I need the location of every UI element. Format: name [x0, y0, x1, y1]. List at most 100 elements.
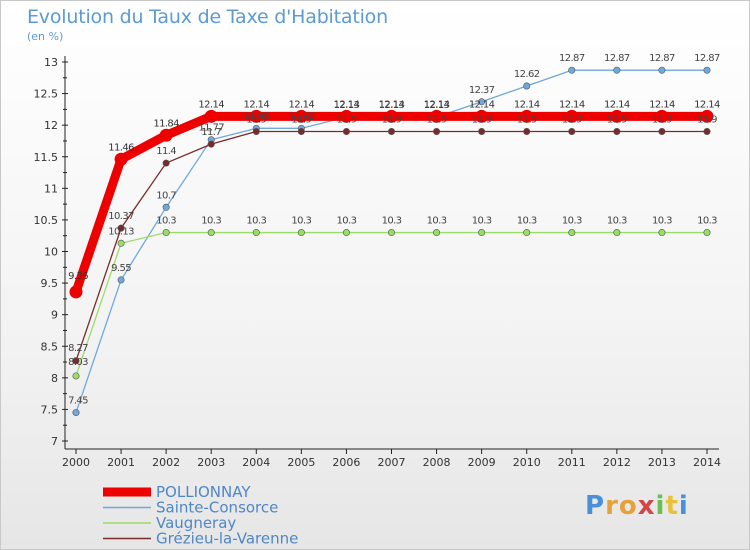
data-label: 10.37 [108, 211, 134, 222]
y-tick-label: 10 [44, 246, 58, 259]
data-label: 12.14 [469, 99, 495, 110]
data-label: 10.7 [156, 190, 176, 201]
legend-label: Grézieu-la-Varenne [156, 530, 298, 548]
x-tick-label: 2004 [242, 456, 270, 469]
data-point [703, 127, 711, 135]
y-tick-label: 10.5 [34, 214, 59, 227]
x-tick-label: 2010 [513, 456, 541, 469]
y-tick-label: 13 [44, 56, 58, 69]
data-point [72, 409, 80, 417]
data-label: 12.14 [604, 99, 630, 110]
data-point [159, 128, 173, 142]
chart-title: Evolution du Taux de Taxe d'Habitation [27, 6, 388, 28]
data-label: 10.3 [517, 216, 537, 227]
data-label: 11.77 [198, 123, 224, 134]
data-label: 10.3 [562, 216, 582, 227]
data-label: 11.9 [517, 114, 537, 125]
data-label: 10.3 [246, 216, 266, 227]
data-label: 10.3 [291, 216, 311, 227]
data-point [342, 229, 350, 237]
data-point [117, 224, 125, 232]
data-label: 12.13 [379, 100, 405, 111]
x-tick-label: 2011 [558, 456, 586, 469]
data-label: 10.3 [472, 216, 492, 227]
legend-label: POLLIONNAY [156, 483, 251, 501]
data-label: 10.3 [156, 216, 176, 227]
data-label: 11.9 [697, 114, 717, 125]
data-label: 12.14 [514, 99, 540, 110]
series-line-2 [75, 231, 708, 377]
data-label: 10.3 [652, 216, 672, 227]
data-point [430, 109, 444, 123]
data-point [523, 82, 531, 90]
data-label: 10.3 [336, 216, 356, 227]
data-label: 11.46 [108, 142, 134, 153]
data-point [475, 109, 489, 123]
data-point [703, 229, 711, 237]
logo-letter: i [678, 491, 689, 521]
y-tick-label: 7.5 [41, 403, 59, 416]
series-line-3 [75, 130, 708, 362]
data-point [72, 357, 80, 365]
data-point [655, 109, 669, 123]
data-point [613, 66, 621, 74]
data-point [297, 127, 305, 135]
data-point [294, 109, 308, 123]
data-point [207, 140, 215, 148]
data-point [162, 229, 170, 237]
data-label: 8.03 [68, 357, 88, 368]
data-point [520, 109, 534, 123]
x-tick-label: 2001 [107, 456, 135, 469]
data-label: 12.87 [694, 53, 720, 64]
data-label: 12.14 [559, 99, 585, 110]
data-point [252, 127, 260, 135]
data-label: 12.14 [243, 99, 269, 110]
logo-letter: t [665, 491, 679, 521]
data-label: 11.95 [289, 111, 315, 122]
y-tick-label: 9 [51, 309, 58, 322]
data-point [339, 109, 353, 123]
data-label: 12.13 [424, 100, 450, 111]
data-point [703, 66, 711, 74]
legend-label: Sainte-Consorce [156, 499, 278, 517]
data-label: 10.3 [201, 216, 221, 227]
x-tick-label: 2002 [152, 456, 180, 469]
data-label: 11.9 [652, 114, 672, 125]
data-label: 8.27 [68, 343, 88, 354]
data-point [613, 229, 621, 237]
data-label: 12.14 [334, 99, 360, 110]
data-point [478, 98, 486, 106]
data-label: 11.7 [201, 127, 221, 138]
data-point [117, 276, 125, 284]
data-point [523, 127, 531, 135]
x-tick-label: 2009 [468, 456, 496, 469]
data-point [658, 127, 666, 135]
data-label: 7.45 [68, 396, 88, 407]
data-label: 12.14 [198, 99, 224, 110]
data-point [658, 229, 666, 237]
logo-letter: r [605, 491, 619, 521]
series-line-0 [71, 111, 712, 297]
data-label: 12.87 [604, 53, 630, 64]
data-label: 11.9 [562, 114, 582, 125]
data-point [385, 109, 398, 123]
data-point [387, 229, 395, 237]
data-label: 12.37 [469, 85, 495, 96]
data-point [433, 229, 441, 237]
data-point [387, 127, 395, 135]
data-point [568, 229, 576, 237]
logo-letter: o [618, 491, 638, 521]
x-tick-label: 2013 [648, 456, 676, 469]
data-label: 12.14 [694, 99, 720, 110]
y-tick-label: 8 [51, 372, 58, 385]
data-point [297, 229, 305, 237]
x-tick-label: 2007 [378, 456, 406, 469]
x-tick-label: 2008 [423, 456, 451, 469]
data-point [204, 109, 218, 123]
data-label: 12.14 [379, 99, 405, 110]
data-label: 11.9 [607, 114, 627, 125]
logo-letter: x [637, 491, 656, 521]
data-point [342, 127, 350, 135]
data-label: 9.36 [68, 271, 88, 282]
